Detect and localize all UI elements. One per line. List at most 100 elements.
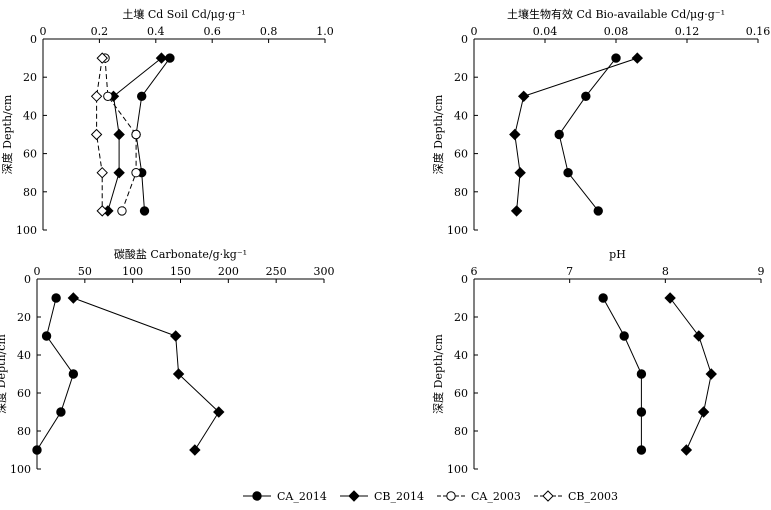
data-point	[693, 330, 705, 342]
data-point	[611, 53, 621, 63]
data-point	[598, 293, 608, 303]
data-point	[90, 90, 103, 103]
data-point	[517, 90, 530, 103]
y-tick-label: 80	[454, 425, 468, 438]
data-point	[68, 369, 79, 379]
chart-panel-2: 0 0.04 0.08 0.12 0.16 0 20 40 60 80 100 土壤生物有效 Cd B…	[431, 7, 770, 237]
series-ca_2014	[598, 293, 647, 455]
chart-title: pH	[609, 248, 626, 261]
x-tick-label: 0	[40, 25, 47, 38]
chart-title: 碳酸盐 Carbonate/g·kg⁻¹	[114, 247, 247, 261]
legend: CA_2014 CB_2014 CA_2003 CB_2003	[243, 490, 618, 503]
y-tick-label: 100	[447, 463, 468, 476]
data-point	[636, 445, 647, 455]
x-tick-label: 0.12	[675, 25, 700, 38]
data-point	[96, 52, 108, 64]
x-tick-label: 0.08	[604, 25, 629, 38]
data-point	[619, 331, 629, 341]
data-point	[189, 444, 201, 456]
data-point	[137, 91, 147, 102]
series-line	[73, 297, 220, 451]
data-point	[680, 444, 693, 456]
x-tick-label: 9	[758, 265, 765, 278]
y-axis-label: 深度 Depth/cm	[0, 94, 14, 174]
data-point	[139, 206, 150, 216]
data-point	[172, 368, 185, 380]
data-point	[96, 205, 108, 217]
data-point	[697, 406, 710, 418]
data-point	[67, 292, 80, 304]
data-point	[131, 129, 141, 140]
x-tick-label: 8	[662, 265, 669, 278]
y-tick-label: 0	[30, 33, 37, 46]
y-tick-label: 0	[24, 273, 31, 286]
data-point	[636, 369, 647, 379]
x-tick-label: 300	[314, 265, 335, 278]
y-tick-label: 80	[23, 186, 37, 199]
y-tick-label: 0	[461, 273, 468, 286]
data-point	[56, 407, 66, 417]
series-cb_2014	[664, 292, 717, 456]
data-point	[631, 52, 644, 64]
data-point	[90, 128, 103, 141]
y-axis-label: 深度 Depth/cm	[431, 94, 445, 174]
y-tick-label: 60	[454, 148, 468, 161]
series-cb_2014	[509, 52, 644, 217]
x-tick-label: 200	[218, 265, 239, 278]
data-point	[514, 166, 526, 179]
x-tick-label: 50	[78, 265, 92, 278]
x-tick-label: 0.16	[746, 25, 771, 38]
x-tick-label: 0.8	[260, 25, 278, 38]
x-tick-label: 250	[266, 265, 287, 278]
y-tick-label: 20	[454, 311, 468, 324]
chart-title: 土壤 Cd Soil Cd/μg·g⁻¹	[122, 7, 245, 21]
data-point	[32, 445, 42, 455]
data-point	[113, 128, 125, 141]
legend-label: CB_2003	[568, 490, 618, 503]
y-tick-label: 40	[454, 349, 468, 362]
y-tick-label: 100	[10, 463, 31, 476]
chart-panel-1: 0 0.2 0.4 0.6 0.8 1.0 0 20 40 60 80 100 土壤 Cd Soil C…	[0, 7, 334, 237]
y-tick-label: 20	[23, 71, 37, 84]
data-point	[554, 129, 564, 140]
data-point	[581, 91, 591, 102]
legend-label: CA_2003	[471, 490, 521, 503]
series-cb_2014	[67, 292, 225, 456]
y-tick-label: 0	[461, 33, 468, 46]
legend-marker	[542, 490, 554, 502]
chart-title: 土壤生物有效 Cd Bio-available Cd/μg·g⁻¹	[507, 7, 725, 21]
x-tick-label: 0	[471, 25, 478, 38]
data-point	[96, 166, 108, 179]
legend-item-ca_2014: CA_2014	[243, 490, 327, 503]
legend-marker	[446, 491, 456, 501]
series-ca_2014	[554, 53, 621, 216]
y-tick-label: 60	[17, 387, 31, 400]
y-axis-label: 深度 Depth/cm	[431, 334, 445, 414]
series-line	[104, 58, 137, 212]
data-point	[213, 406, 225, 418]
data-point	[510, 205, 523, 217]
data-point	[705, 368, 717, 380]
legend-marker	[348, 490, 360, 502]
data-point	[131, 168, 141, 178]
y-tick-label: 100	[447, 224, 468, 237]
y-tick-label: 100	[16, 224, 37, 237]
y-tick-label: 80	[17, 425, 31, 438]
data-point	[563, 168, 573, 178]
y-tick-label: 80	[454, 186, 468, 199]
data-point	[664, 292, 676, 304]
y-tick-label: 60	[23, 148, 37, 161]
y-tick-label: 20	[454, 71, 468, 84]
x-tick-label: 100	[122, 265, 143, 278]
data-point	[170, 330, 182, 342]
data-point	[103, 91, 113, 102]
series-cb_2003	[90, 52, 108, 217]
data-point	[113, 166, 125, 179]
data-point	[155, 52, 168, 64]
data-point	[51, 293, 61, 303]
chart-panel-3: 0 50 100 150 200 250 300 0 20 40 60 80 100 碳酸盐 Carbon…	[0, 247, 335, 476]
y-tick-label: 40	[454, 109, 468, 122]
legend-item-ca_2003: CA_2003	[437, 490, 521, 503]
data-point	[636, 407, 647, 417]
